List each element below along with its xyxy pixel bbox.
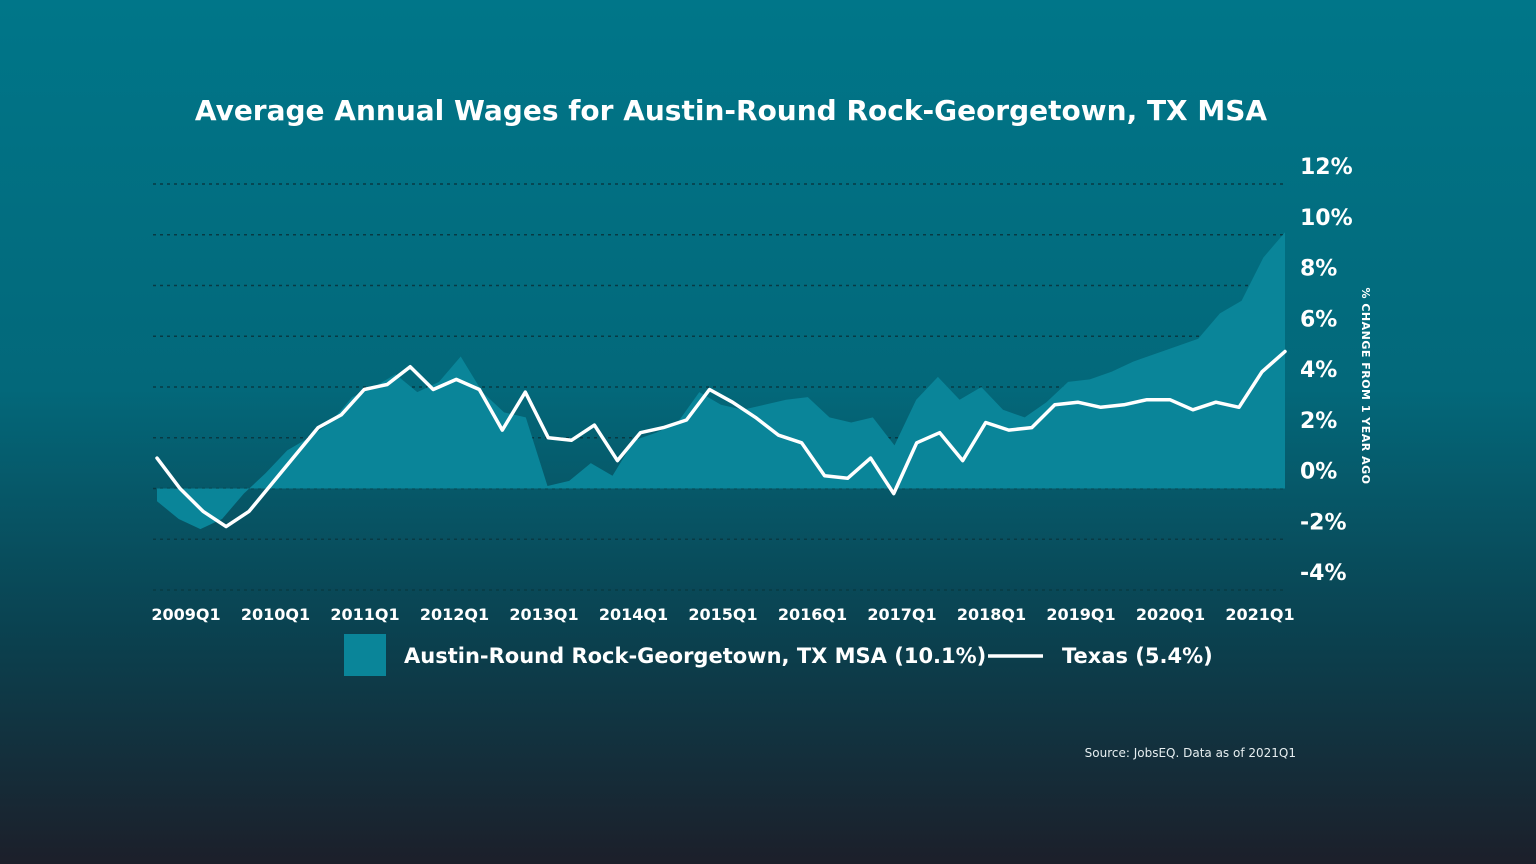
x-tick-label: 2018Q1 xyxy=(957,605,1026,624)
y-tick-label: 2% xyxy=(1300,409,1337,434)
y-tick-label: 0% xyxy=(1300,460,1337,485)
legend-label-texas: Texas (5.4%) xyxy=(1062,644,1213,668)
y-tick-label: -2% xyxy=(1300,510,1346,535)
x-tick-label: 2016Q1 xyxy=(778,605,847,624)
y-tick-label: -4% xyxy=(1300,561,1346,586)
x-tick-label: 2010Q1 xyxy=(241,605,310,624)
x-tick-label: 2011Q1 xyxy=(330,605,399,624)
legend: Austin-Round Rock-Georgetown, TX MSA (10… xyxy=(344,634,1213,676)
y-tick-label: 4% xyxy=(1300,358,1337,383)
x-tick-label: 2021Q1 xyxy=(1225,605,1294,624)
x-tick-label: 2015Q1 xyxy=(688,605,757,624)
y-tick-label: 10% xyxy=(1300,206,1353,231)
x-tick-label: 2012Q1 xyxy=(420,605,489,624)
y-axis-label: % CHANGE FROM 1 YEAR AGO xyxy=(1359,287,1372,484)
x-tick-label: 2009Q1 xyxy=(151,605,220,624)
x-axis-ticks: 2009Q1 2010Q1 2011Q1 2012Q1 2013Q1 2014Q1 2015… xyxy=(151,605,1294,624)
source-note: Source: JobsEQ. Data as of 2021Q1 xyxy=(1085,746,1296,760)
chart-title: Average Annual Wages for Austin-Round Ro… xyxy=(195,94,1268,127)
x-tick-label: 2019Q1 xyxy=(1046,605,1115,624)
legend-label-austin: Austin-Round Rock-Georgetown, TX MSA (10… xyxy=(404,644,986,668)
x-tick-label: 2017Q1 xyxy=(867,605,936,624)
y-axis-ticks: 12% 10% 8% 6% 4% 2% 0% -2% -4% xyxy=(1300,155,1353,586)
chart-canvas: Average Annual Wages for Austin-Round Ro… xyxy=(0,0,1536,864)
y-tick-label: 6% xyxy=(1300,307,1337,332)
x-tick-label: 2014Q1 xyxy=(599,605,668,624)
y-tick-label: 8% xyxy=(1300,257,1337,282)
series-area-austin xyxy=(157,232,1285,529)
x-tick-label: 2020Q1 xyxy=(1136,605,1205,624)
y-tick-label: 12% xyxy=(1300,155,1353,180)
legend-swatch-austin xyxy=(344,634,386,676)
x-tick-label: 2013Q1 xyxy=(509,605,578,624)
